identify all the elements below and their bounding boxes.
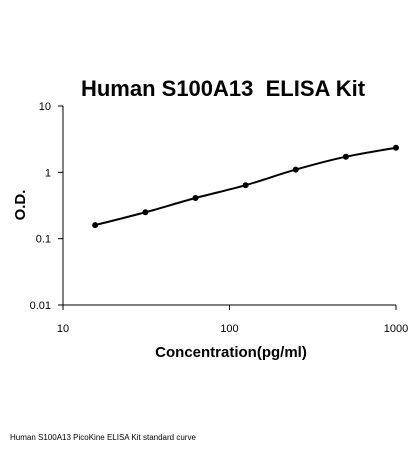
y-tick-label: 1 xyxy=(45,167,51,179)
data-point xyxy=(192,195,199,202)
data-points xyxy=(92,144,399,229)
y-axis-label: O.D. xyxy=(12,190,29,221)
x-tick-label: 10 xyxy=(57,323,69,335)
data-point xyxy=(242,182,249,189)
x-ticks: 10 100 1000 xyxy=(57,305,408,335)
x-tick-label: 1000 xyxy=(384,323,408,335)
data-point xyxy=(142,209,149,216)
y-tick-label: 0.1 xyxy=(36,234,51,246)
chart-title: Human S100A13 ELISA Kit xyxy=(81,76,366,101)
y-tick-label: 10 xyxy=(39,101,51,113)
x-axis-label: Concentration(pg/ml) xyxy=(155,344,307,361)
data-point xyxy=(92,222,99,229)
x-tick-label: 100 xyxy=(220,323,238,335)
y-tick-label: 0.01 xyxy=(30,300,51,312)
caption: Human S100A13 PicoKine ELISA Kit standar… xyxy=(10,433,196,442)
data-point xyxy=(292,166,299,173)
data-point xyxy=(393,144,399,151)
data-point xyxy=(342,153,349,160)
y-ticks: 0.01 0.1 1 10 xyxy=(30,101,63,312)
